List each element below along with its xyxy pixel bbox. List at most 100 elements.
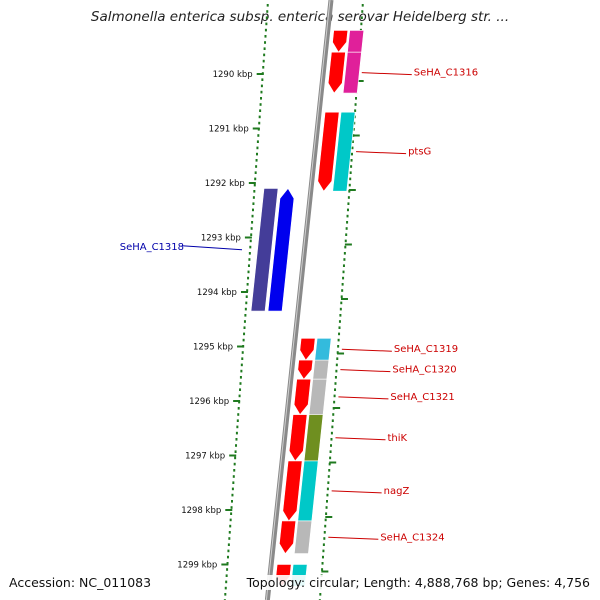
gene-cog-bar[interactable] <box>250 188 279 312</box>
ring-dot <box>226 555 229 559</box>
gene-SeHA_C1316[interactable] <box>327 51 362 94</box>
ring-dot <box>325 506 328 509</box>
ring-dot <box>349 177 352 181</box>
ring-dot <box>341 289 344 292</box>
tick-label: 1297 kbp <box>185 452 225 462</box>
gene-SeHA_C1318[interactable] <box>250 187 295 312</box>
ring-dot <box>262 66 265 69</box>
ring-dot <box>256 140 259 143</box>
ring-dot <box>249 245 252 249</box>
ring-dot <box>265 22 268 26</box>
ring-dot <box>342 276 345 280</box>
gene-cog-bar[interactable] <box>308 378 328 415</box>
genes[interactable] <box>250 30 365 587</box>
ring-dot <box>235 444 238 447</box>
ring-dot <box>230 512 233 515</box>
gene-arrow[interactable] <box>288 414 308 462</box>
ring-dot <box>361 10 364 13</box>
ring-dot <box>250 227 253 230</box>
gene-cog-bar[interactable] <box>342 51 362 94</box>
gene-label[interactable]: thiK <box>387 433 407 444</box>
ring-dot <box>331 419 334 422</box>
ring-dot <box>343 252 346 255</box>
ring-dot <box>333 394 336 398</box>
gene-label[interactable]: SeHA_C1324 <box>380 532 444 543</box>
ring-dot <box>328 462 331 466</box>
ring-dot <box>225 574 228 577</box>
ring-dot <box>224 586 227 590</box>
ring-dot <box>352 128 355 131</box>
ring-dot <box>324 518 327 522</box>
ring-dot <box>224 593 227 596</box>
ring-dot <box>248 258 251 261</box>
gene-arrow[interactable] <box>282 460 303 522</box>
gene-label[interactable]: SeHA_C1320 <box>392 365 456 376</box>
ring-dot <box>355 97 358 100</box>
ring-dot <box>253 190 256 193</box>
ring-dot <box>326 493 329 497</box>
ring-dot <box>245 301 248 305</box>
gene-arrow[interactable] <box>299 338 316 361</box>
ring-dot <box>346 221 349 224</box>
ring-dot <box>264 28 267 32</box>
gene-label-leader <box>331 490 382 494</box>
ring-dot <box>245 295 248 298</box>
ring-dot <box>251 208 254 212</box>
ring-dot <box>324 524 327 528</box>
gene-unnamed-0[interactable] <box>332 30 365 53</box>
ring-dot <box>231 487 234 491</box>
ring-dot <box>337 338 340 342</box>
gene-cog-bar[interactable] <box>312 359 330 380</box>
gene-label[interactable]: ptsG <box>408 147 431 158</box>
gene-cog-bar[interactable] <box>332 111 356 192</box>
tick-label: 1290 kbp <box>213 70 253 80</box>
gene-label[interactable]: SeHA_C1321 <box>390 392 454 403</box>
gene-cog-bar[interactable] <box>314 338 332 361</box>
gene-arrow[interactable] <box>297 359 314 380</box>
ring-dot <box>255 165 258 168</box>
gene-thiK[interactable] <box>288 414 324 462</box>
ring-dot <box>236 419 239 422</box>
gene-arrow[interactable] <box>279 520 297 555</box>
gene-nagZ[interactable] <box>282 460 319 522</box>
gene-arrow[interactable] <box>317 111 340 192</box>
gene-label[interactable]: nagZ <box>384 486 410 497</box>
ring-dot <box>241 351 244 354</box>
gene-SeHA_C1321[interactable] <box>293 378 328 416</box>
ring-dot <box>360 22 363 26</box>
ring-dot <box>339 307 342 311</box>
ring-dot <box>247 270 250 274</box>
ring-dot <box>260 90 263 94</box>
ring-dot <box>334 388 337 391</box>
gene-label[interactable]: SeHA_C1316 <box>414 68 478 79</box>
gene-cog-bar[interactable] <box>303 414 324 462</box>
ring-dot <box>339 314 342 317</box>
ring-dot <box>251 214 254 218</box>
gene-label-leader <box>328 536 379 540</box>
gene-label[interactable]: SeHA_C1319 <box>394 344 458 355</box>
gene-SeHA_C1324[interactable] <box>279 520 313 555</box>
gene-ptsG[interactable] <box>317 111 356 192</box>
gene-arrow[interactable] <box>327 51 346 94</box>
ring-dot <box>228 537 231 540</box>
ring-dot <box>330 431 333 435</box>
gene-arrow[interactable] <box>293 378 312 416</box>
gene-SeHA_C1319[interactable] <box>299 338 332 361</box>
accession-label: Accession: NC_011083 <box>9 575 152 590</box>
kbp-ticks: 1290 kbp 1291 kbp 1292 kbp 1293 kbp 1294 kbp… <box>177 70 364 573</box>
backbone <box>264 0 334 600</box>
gene-cog-bar[interactable] <box>293 520 313 554</box>
ring-dot <box>262 59 265 63</box>
gene-label-leader <box>340 369 391 373</box>
ring-dot <box>329 450 332 453</box>
ring-dot <box>247 264 250 267</box>
gene-SeHA_C1320[interactable] <box>297 359 330 380</box>
gene-arrow[interactable] <box>267 187 295 312</box>
gene-arrow[interactable] <box>332 30 349 53</box>
ring-dot <box>327 475 330 478</box>
gene-cog-bar[interactable] <box>347 30 365 53</box>
gene-label[interactable]: SeHA_C1318 <box>120 242 184 253</box>
ring-dot <box>338 326 341 329</box>
gene-labels[interactable]: SeHA_C1316 ptsG SeHA_C1318 SeHA_C1319 SeHA_C… <box>120 68 478 544</box>
